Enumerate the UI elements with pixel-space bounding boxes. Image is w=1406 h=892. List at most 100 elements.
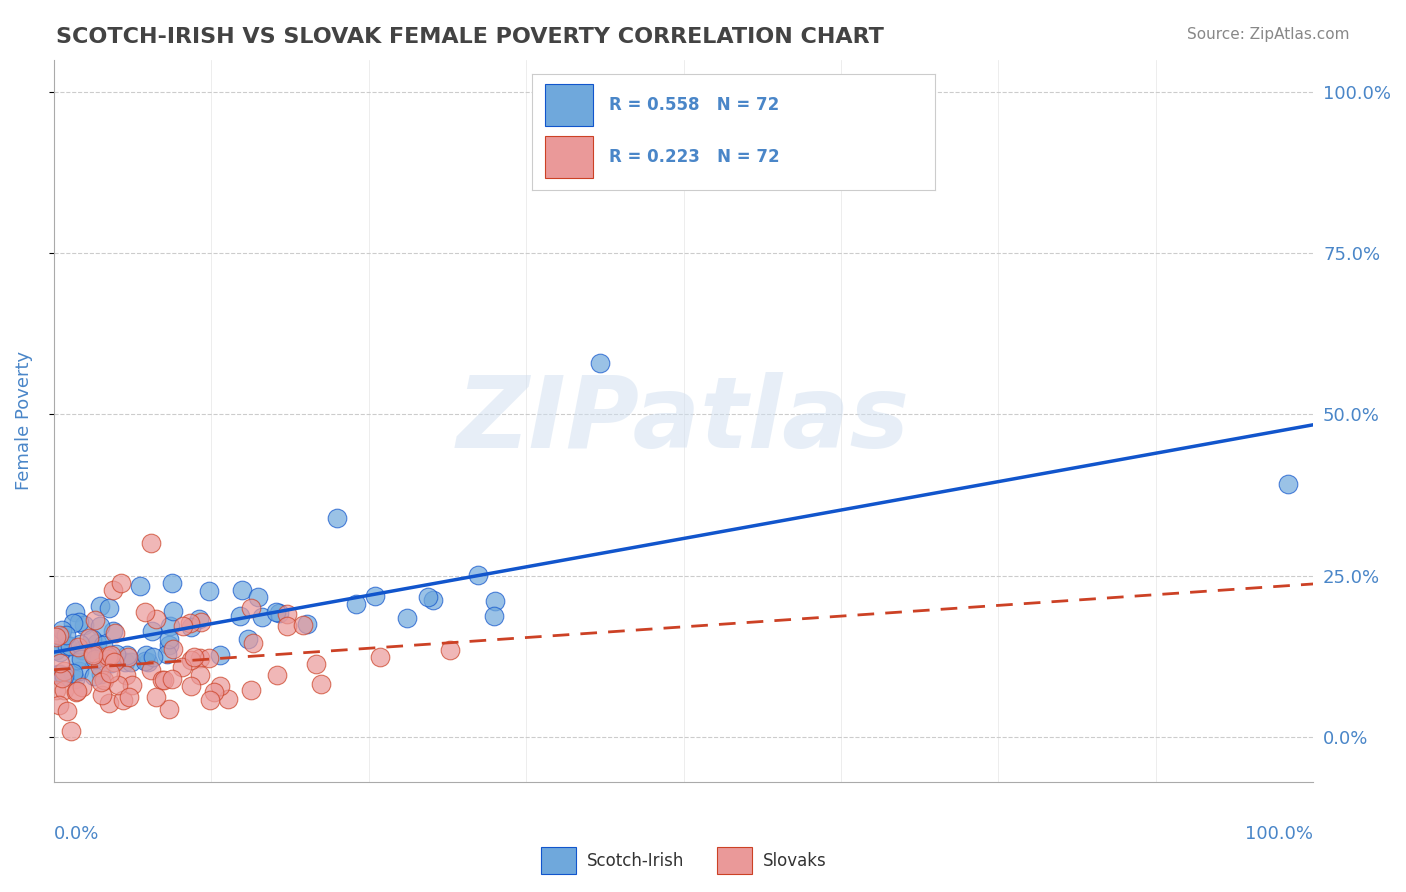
Point bbox=[100, 656, 122, 670]
Point bbox=[344, 597, 367, 611]
Point bbox=[45, 683, 67, 698]
Point bbox=[422, 593, 444, 607]
Point bbox=[118, 690, 141, 705]
Point bbox=[1277, 477, 1299, 491]
Point bbox=[46, 666, 69, 681]
Point bbox=[90, 675, 112, 690]
Point bbox=[240, 682, 263, 697]
Point bbox=[80, 632, 103, 647]
Point bbox=[97, 648, 120, 663]
Point bbox=[208, 648, 231, 662]
Point bbox=[53, 682, 76, 697]
Point bbox=[70, 652, 93, 666]
Point bbox=[179, 615, 201, 630]
Point bbox=[198, 584, 221, 599]
Point bbox=[48, 698, 70, 713]
Point bbox=[89, 619, 111, 633]
Point bbox=[188, 651, 211, 665]
Text: 100.0%: 100.0% bbox=[1246, 825, 1313, 844]
Point bbox=[295, 617, 318, 632]
Point bbox=[98, 665, 121, 680]
Point bbox=[52, 664, 75, 678]
Point bbox=[45, 630, 67, 644]
Point bbox=[66, 653, 89, 667]
Point bbox=[56, 704, 79, 718]
Point bbox=[60, 723, 83, 738]
Point bbox=[484, 594, 506, 608]
Point bbox=[104, 647, 127, 661]
Text: Source: ZipAtlas.com: Source: ZipAtlas.com bbox=[1187, 27, 1350, 42]
Point bbox=[180, 653, 202, 667]
Point bbox=[198, 650, 221, 665]
Point bbox=[91, 688, 114, 702]
Point bbox=[89, 599, 111, 613]
Point bbox=[69, 637, 91, 651]
Point bbox=[183, 650, 205, 665]
Point bbox=[107, 677, 129, 691]
Point bbox=[84, 613, 107, 627]
Point bbox=[364, 589, 387, 603]
FancyBboxPatch shape bbox=[541, 847, 576, 874]
Point bbox=[72, 680, 94, 694]
Point bbox=[418, 590, 440, 604]
Point bbox=[59, 639, 82, 653]
Point bbox=[82, 648, 104, 662]
Point bbox=[110, 575, 132, 590]
Point bbox=[141, 536, 163, 550]
Point bbox=[157, 702, 180, 716]
Point bbox=[93, 638, 115, 652]
Point bbox=[136, 655, 159, 669]
Point bbox=[153, 673, 176, 688]
Point bbox=[439, 643, 461, 657]
Point bbox=[276, 607, 298, 621]
Point bbox=[115, 648, 138, 663]
Text: Slovaks: Slovaks bbox=[762, 852, 827, 870]
Point bbox=[139, 664, 162, 678]
Point bbox=[145, 611, 167, 625]
Point bbox=[172, 619, 194, 633]
Point bbox=[98, 601, 121, 615]
Point bbox=[101, 624, 124, 639]
Point bbox=[145, 690, 167, 704]
Point bbox=[396, 611, 419, 625]
Point bbox=[63, 605, 86, 619]
Point bbox=[190, 615, 212, 630]
Point bbox=[55, 639, 77, 653]
Point bbox=[264, 605, 287, 619]
Point bbox=[62, 665, 84, 680]
Point bbox=[51, 671, 73, 685]
Point bbox=[66, 640, 89, 654]
Point bbox=[82, 646, 104, 660]
Point bbox=[77, 631, 100, 645]
Point bbox=[121, 678, 143, 692]
Point bbox=[114, 667, 136, 681]
Point bbox=[86, 648, 108, 662]
Point bbox=[267, 606, 290, 620]
Point bbox=[49, 657, 72, 671]
Point bbox=[266, 667, 288, 681]
Point bbox=[157, 632, 180, 646]
Point bbox=[160, 673, 183, 687]
Point bbox=[83, 669, 105, 683]
Point bbox=[90, 667, 112, 681]
FancyBboxPatch shape bbox=[717, 847, 752, 874]
Point bbox=[55, 628, 77, 642]
Point bbox=[240, 600, 263, 615]
Point bbox=[129, 579, 152, 593]
Point bbox=[86, 636, 108, 650]
Point bbox=[141, 624, 163, 639]
Point bbox=[229, 609, 252, 624]
Point bbox=[104, 626, 127, 640]
Point bbox=[326, 511, 349, 525]
Point bbox=[172, 660, 194, 674]
Point bbox=[100, 648, 122, 662]
Text: 0.0%: 0.0% bbox=[53, 825, 100, 844]
Point bbox=[120, 655, 142, 669]
Point bbox=[180, 620, 202, 634]
Point bbox=[162, 604, 184, 618]
Point bbox=[70, 643, 93, 657]
Point bbox=[467, 567, 489, 582]
Point bbox=[156, 648, 179, 662]
Point bbox=[48, 667, 70, 681]
Point bbox=[142, 650, 165, 665]
